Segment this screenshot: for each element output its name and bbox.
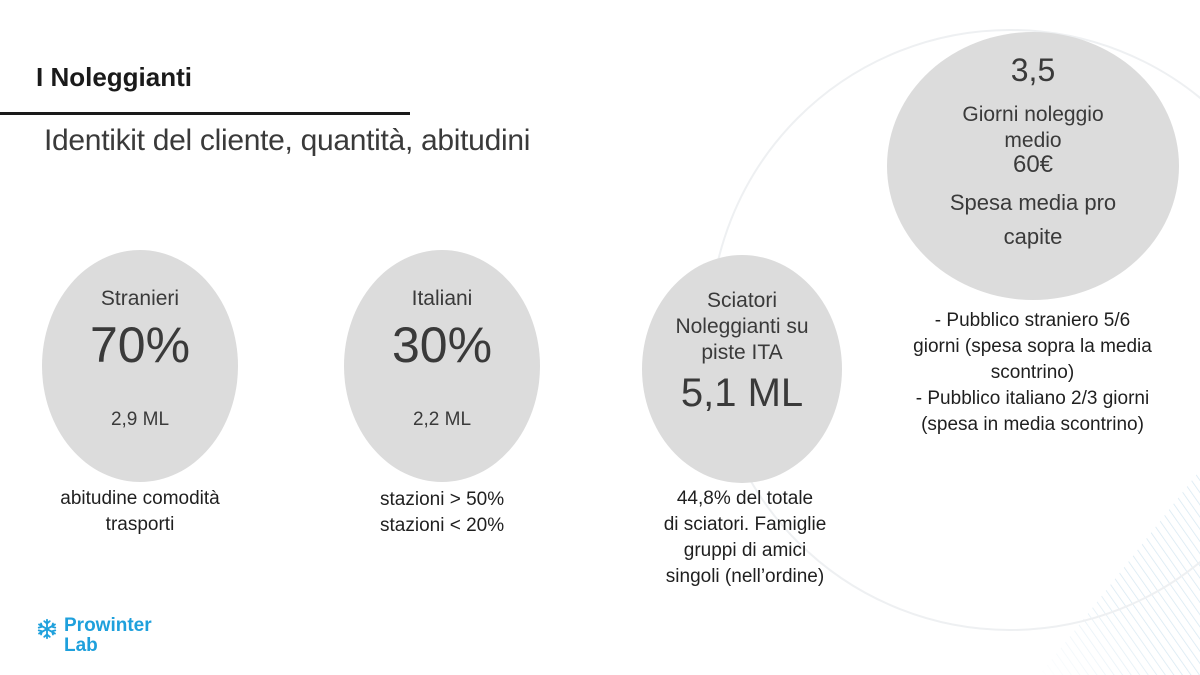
giorni-caption: - Pubblico straniero 5/6 giorni (spesa s… — [880, 308, 1185, 438]
italiani-count: 2,2 ML — [412, 409, 472, 430]
caption-line: giorni (spesa sopra la media — [913, 336, 1152, 357]
stranieri-label: Stranieri — [100, 287, 180, 310]
sciatori-label-line: Noleggianti su — [675, 315, 809, 338]
italiani-label: Italiani — [411, 287, 473, 310]
caption-line: (spesa in media scontrino) — [921, 414, 1144, 435]
caption-line: abitudine comodità — [60, 488, 220, 509]
page-subtitle: Identikit del cliente, quantità, abitudi… — [44, 124, 531, 157]
stranieri-circle: Stranieri 70% 2,9 ML — [42, 250, 238, 482]
sciatori-caption: 44,8% del totale di sciatori. Famiglie g… — [640, 486, 850, 590]
giorni-label-line: Giorni noleggio — [962, 103, 1104, 126]
page-title: I Noleggianti — [36, 62, 192, 92]
spesa-value: 60€ — [1012, 151, 1054, 178]
logo-line: Lab — [64, 635, 98, 656]
title-divider — [0, 112, 410, 115]
caption-line: gruppi di amici — [683, 540, 807, 561]
spesa-label-line: Spesa media pro — [949, 190, 1117, 215]
italiani-circle: Italiani 30% 2,2 ML — [344, 250, 540, 482]
caption-line: stazioni < 20% — [380, 515, 505, 536]
caption-line: stazioni > 50% — [380, 489, 505, 510]
stranieri-caption: abitudine comodità trasporti — [30, 486, 250, 538]
sciatori-label: Sciatori Noleggianti su piste ITA — [657, 288, 827, 366]
prowinter-lab-logo: Prowinter Lab — [36, 616, 152, 656]
caption-line: singoli (nell’ordine) — [665, 566, 825, 587]
caption-line: trasporti — [105, 514, 175, 535]
giorni-label: Giorni noleggio medio — [933, 102, 1133, 154]
italiani-percentage: 30% — [391, 317, 493, 373]
stranieri-percentage: 70% — [89, 317, 191, 373]
sciatori-label-line: Sciatori — [706, 289, 778, 312]
spesa-label: Spesa media pro capite — [933, 186, 1133, 254]
stranieri-count: 2,9 ML — [110, 409, 170, 430]
logo-line: Prowinter — [64, 615, 152, 636]
sciatori-circle: Sciatori Noleggianti su piste ITA 5,1 ML — [642, 255, 842, 483]
giorni-label-line: medio — [1004, 129, 1062, 152]
giorni-circle: 3,5 Giorni noleggio medio 60€ Spesa medi… — [887, 32, 1179, 300]
sciatori-label-line: piste ITA — [701, 341, 783, 364]
spesa-label-line: capite — [1003, 224, 1063, 249]
caption-line: - Pubblico straniero 5/6 — [934, 310, 1131, 331]
caption-line: scontrino) — [990, 362, 1075, 383]
caption-line: di sciatori. Famiglie — [663, 514, 827, 535]
snowflake-icon — [37, 618, 57, 640]
caption-line: - Pubblico italiano 2/3 giorni — [915, 388, 1150, 409]
giorni-value: 3,5 — [1010, 52, 1056, 88]
logo-text: Prowinter Lab — [64, 616, 152, 656]
sciatori-value: 5,1 ML — [680, 371, 804, 415]
italiani-caption: stazioni > 50% stazioni < 20% — [360, 487, 540, 539]
caption-line: 44,8% del totale — [676, 488, 814, 509]
